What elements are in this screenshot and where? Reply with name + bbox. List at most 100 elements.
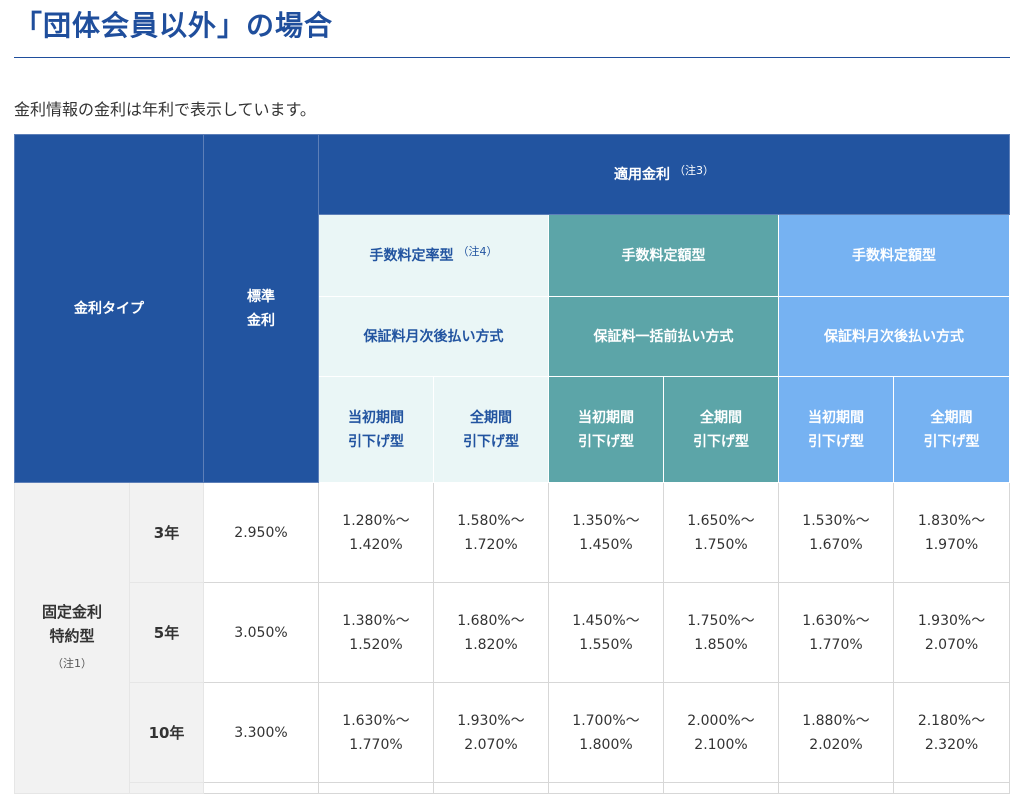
rate-from: 1.830%～	[917, 512, 986, 529]
full-line2: 引下げ型	[693, 433, 749, 450]
table-row-partial	[15, 782, 1011, 794]
intro-text: 金利情報の金利は年利で表示しています。	[14, 100, 316, 119]
rate-from: 1.930%～	[917, 612, 986, 629]
header-initial-reduction-1: 当初期間 引下げ型	[318, 376, 434, 483]
term-cell-empty	[129, 782, 204, 794]
standard-rate-cell: 3.050%	[203, 582, 319, 683]
rate-cell: 1.700%～ 1.800%	[548, 682, 664, 783]
rate-from: 1.700%～	[572, 712, 640, 729]
rate-to: 1.770%	[349, 736, 403, 753]
rate-to: 2.020%	[809, 736, 863, 753]
header-standard-rate: 標準 金利	[203, 134, 319, 483]
group-note: （注1）	[52, 657, 92, 670]
header-full-reduction-1: 全期間 引下げ型	[433, 376, 549, 483]
rate-table: 金利タイプ 標準 金利 適用金利 （注3） 手数料定率型 （注4） 手数料定額型 手…	[14, 134, 1011, 794]
rate-from: 1.880%～	[802, 712, 870, 729]
rate-to: 2.320%	[924, 736, 979, 753]
rate-cell: 1.530%～ 1.670%	[778, 482, 894, 583]
rate-to: 1.820%	[464, 636, 518, 653]
rate-from: 1.350%～	[572, 512, 640, 529]
header-fee-type-2: 手数料定額型	[548, 214, 779, 297]
header-standard-line2: 金利	[247, 312, 275, 329]
rate-from: 1.630%～	[342, 712, 410, 729]
initial-line1: 当初期間	[348, 409, 404, 426]
rate-to: 1.420%	[349, 536, 403, 553]
rate-from: 1.680%～	[457, 612, 525, 629]
full-line1: 全期間	[700, 409, 742, 426]
header-guarantee-1: 保証料月次後払い方式	[318, 296, 549, 377]
term-cell: 10年	[129, 682, 204, 783]
header-full-reduction-3: 全期間 引下げ型	[892, 376, 1011, 483]
term-cell: 3年	[129, 482, 204, 583]
term-cell: 5年	[129, 582, 204, 683]
rate-from: 1.750%～	[687, 612, 755, 629]
group-label-line1: 固定金利	[41, 603, 102, 621]
full-line2: 引下げ型	[463, 433, 519, 450]
rate-cell-empty	[318, 782, 434, 794]
rate-cell-empty	[433, 782, 549, 794]
rate-cell: 1.350%～ 1.450%	[548, 482, 664, 583]
initial-line2: 引下げ型	[578, 433, 634, 450]
header-applied-rate: 適用金利 （注3）	[317, 134, 1011, 215]
initial-line1: 当初期間	[808, 409, 864, 426]
rate-cell: 1.750%～ 1.850%	[663, 582, 779, 683]
header-standard-line1: 標準	[247, 288, 275, 305]
rate-from: 1.280%～	[342, 512, 410, 529]
group-label-line2: 特約型	[49, 627, 95, 645]
header-guarantee-2: 保証料一括前払い方式	[548, 296, 779, 377]
rate-cell: 1.280%～ 1.420%	[318, 482, 434, 583]
rate-from: 1.630%～	[802, 612, 870, 629]
rate-from: 1.580%～	[457, 512, 525, 529]
rate-from: 2.000%～	[687, 712, 755, 729]
rate-to: 1.770%	[809, 636, 863, 653]
fee-type-label: 手数料定率型	[369, 247, 454, 264]
fee-type-note: （注4）	[457, 244, 498, 258]
header-initial-reduction-3: 当初期間 引下げ型	[778, 376, 894, 483]
initial-line1: 当初期間	[578, 409, 634, 426]
applied-rate-label: 適用金利	[614, 166, 671, 183]
header-full-reduction-2: 全期間 引下げ型	[663, 376, 779, 483]
rate-to: 1.850%	[694, 636, 748, 653]
rate-cell: 1.830%～ 1.970%	[892, 482, 1011, 583]
rate-to: 1.450%	[579, 536, 633, 553]
rate-type-fixed-special: 固定金利 特約型 （注1）	[14, 482, 130, 794]
rate-to: 1.550%	[579, 636, 633, 653]
rate-from: 1.650%～	[687, 512, 755, 529]
header-fee-type-3: 手数料定額型	[777, 214, 1011, 297]
header-fee-type-1: 手数料定率型 （注4）	[318, 214, 549, 297]
table-row: 固定金利 特約型 （注1） 3年 2.950% 1.280%～ 1.420% 1.…	[14, 482, 1011, 794]
rate-to: 1.520%	[349, 636, 403, 653]
rate-to: 2.070%	[464, 736, 518, 753]
rate-cell: 1.450%～ 1.550%	[548, 582, 664, 683]
rate-to: 1.750%	[694, 536, 748, 553]
rate-cell-empty	[778, 782, 894, 794]
rate-to: 2.070%	[924, 636, 979, 653]
header-rate-type: 金利タイプ	[14, 134, 204, 483]
standard-rate-cell: 2.950%	[203, 482, 319, 583]
rate-to: 1.800%	[579, 736, 633, 753]
full-line2: 引下げ型	[923, 433, 980, 450]
rate-cell-empty	[892, 782, 1011, 794]
header-guarantee-3: 保証料月次後払い方式	[777, 296, 1011, 377]
rate-from: 1.930%～	[457, 712, 525, 729]
rate-cell: 2.000%～ 2.100%	[663, 682, 779, 783]
rate-cell: 1.930%～ 2.070%	[433, 682, 549, 783]
section-heading: 「団体会員以外」の場合	[14, 6, 1010, 58]
rate-cell: 1.380%～ 1.520%	[318, 582, 434, 683]
rate-to: 1.970%	[924, 536, 979, 553]
full-line1: 全期間	[930, 409, 973, 426]
rate-from: 2.180%～	[917, 712, 986, 729]
initial-line2: 引下げ型	[808, 433, 864, 450]
initial-line2: 引下げ型	[348, 433, 404, 450]
rate-from: 1.380%～	[342, 612, 410, 629]
rate-cell: 1.630%～ 1.770%	[318, 682, 434, 783]
rate-to: 2.100%	[694, 736, 748, 753]
full-line1: 全期間	[470, 409, 512, 426]
rate-cell: 1.880%～ 2.020%	[778, 682, 894, 783]
rate-cell-empty	[663, 782, 779, 794]
table-row: 10年 3.300% 1.630%～ 1.770% 1.930%～ 2.070% 1…	[15, 682, 1011, 783]
table-row: 5年 3.050% 1.380%～ 1.520% 1.680%～ 1.820% 1.…	[15, 582, 1011, 683]
rate-cell: 1.650%～ 1.750%	[663, 482, 779, 583]
rate-cell: 1.680%～ 1.820%	[433, 582, 549, 683]
rate-to: 1.720%	[464, 536, 518, 553]
